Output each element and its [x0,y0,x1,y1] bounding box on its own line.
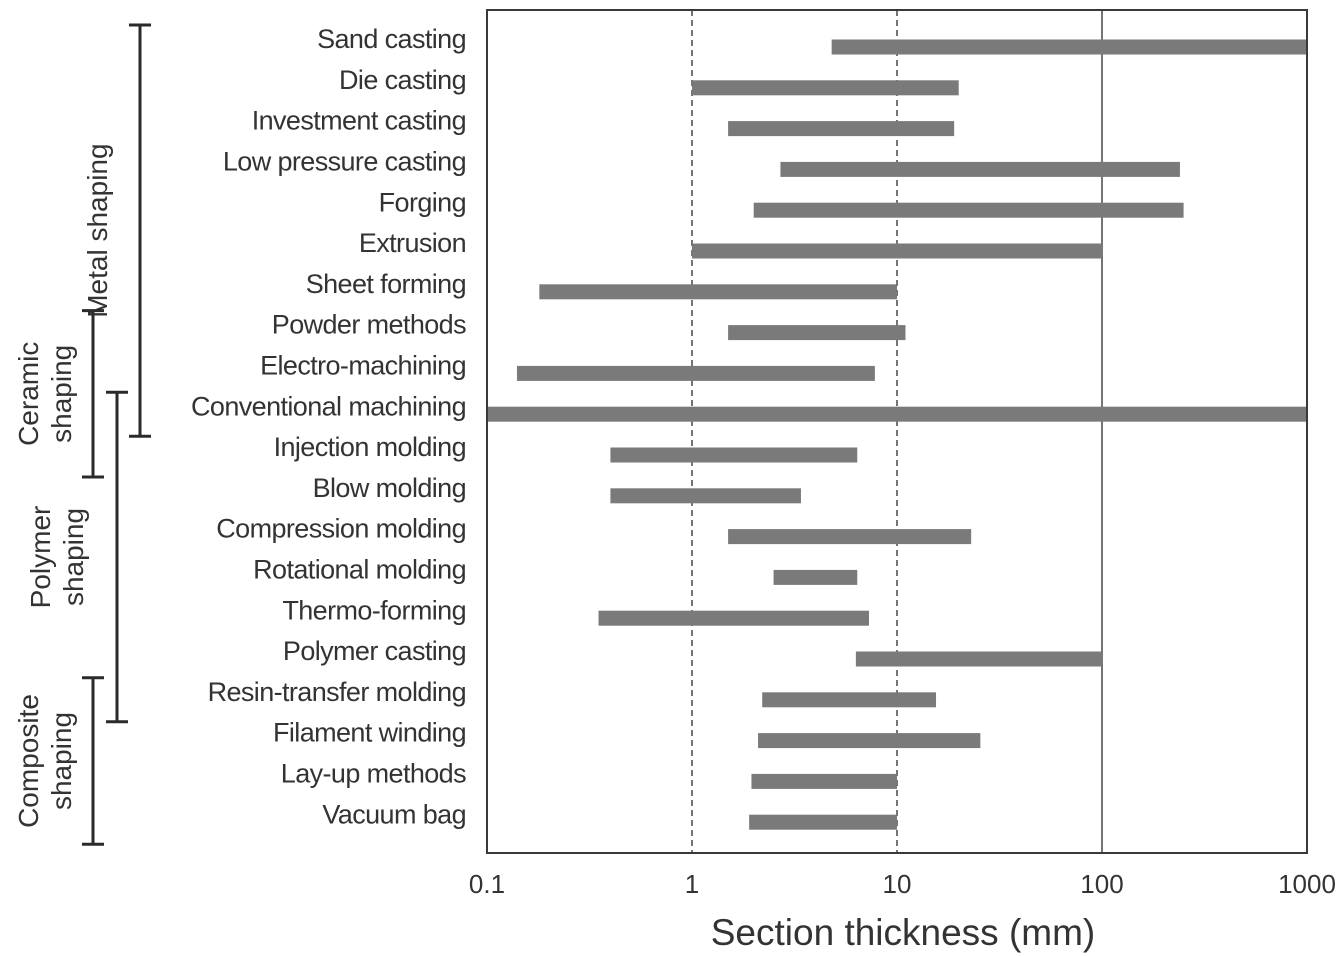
group-label: shaping [46,712,77,810]
range-bar [773,569,858,585]
category-label: Polymer casting [283,636,466,666]
x-axis-title: Section thickness (mm) [711,912,1096,953]
category-label: Powder methods [272,310,466,340]
range-bar [780,161,1180,177]
category-label: Blow molding [313,473,466,503]
range-bars [487,39,1307,830]
range-bar [692,243,1102,259]
range-bar [762,692,937,708]
range-bar [753,202,1184,218]
range-bar [751,773,897,789]
category-label: Sand casting [317,24,466,54]
group-label: shaping [46,345,77,443]
range-bar [749,814,897,830]
range-bar [758,733,981,749]
category-label: Extrusion [359,228,466,258]
group-label: Metal shaping [82,143,113,317]
category-label: Compression molding [216,514,466,544]
range-bar [855,651,1102,667]
category-label: Low pressure casting [223,147,466,177]
group-label: shaping [58,508,89,606]
range-bar [487,406,1307,422]
plot-frame [486,9,1308,854]
x-tick-label: 10 [883,869,912,899]
category-label: Forging [379,187,466,217]
category-label: Lay-up methods [281,759,466,789]
x-tick-label: 1000 [1278,869,1336,899]
category-label: Electro-machining [260,351,466,381]
group-label: Composite [13,694,44,828]
range-bar [610,488,801,504]
category-label: Injection molding [274,432,466,462]
range-bar [610,447,858,463]
category-label: Resin-transfer molding [208,677,466,707]
x-tick-label: 1 [685,869,699,899]
category-label: Filament winding [273,718,466,748]
group-label: Ceramic [13,342,44,446]
category-labels: Sand casting Die casting Investment castin… [191,24,467,829]
category-label: Die casting [339,65,466,95]
range-bar [728,529,972,545]
range-bar [831,39,1307,55]
range-bar [692,80,959,96]
range-bar [728,121,955,137]
group-label: Polymer [25,506,56,609]
x-tick-labels: 0.1 1 10 100 1000 [469,869,1336,899]
range-bar [516,365,875,381]
category-label: Vacuum bag [322,799,466,829]
category-label: Conventional machining [191,391,466,421]
range-bar [728,325,906,341]
category-label: Investment casting [252,106,466,136]
x-tick-label: 0.1 [469,869,505,899]
range-bar [598,610,869,626]
range-bar [539,284,897,300]
gridlines [691,10,1103,853]
category-label: Rotational molding [253,555,466,585]
category-label: Thermo-forming [282,595,466,625]
x-tick-label: 100 [1080,869,1123,899]
category-label: Sheet forming [306,269,466,299]
